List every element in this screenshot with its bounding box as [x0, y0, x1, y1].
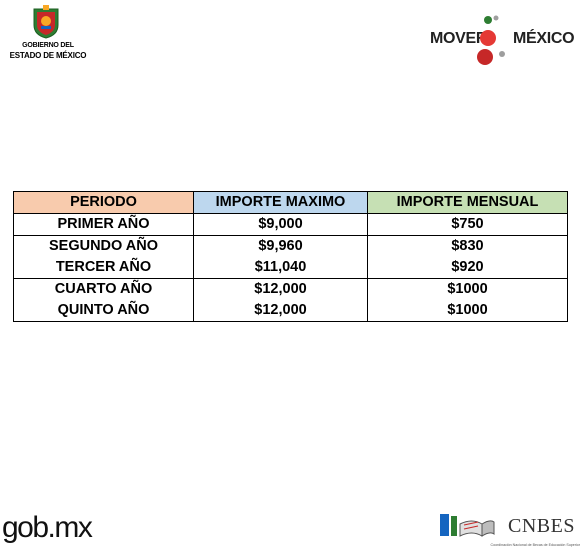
edomex-logo-line1: GOBIERNO DEL	[22, 42, 74, 49]
open-book-icon	[440, 514, 495, 537]
header-periodo: PERIODO	[13, 191, 194, 214]
table-row: TERCER AÑO $11,040 $920	[13, 257, 568, 279]
cell-importe-mensual: $920	[367, 257, 568, 279]
cell-periodo: CUARTO AÑO	[13, 278, 194, 300]
edomex-logo: GOBIERNO DEL ESTADO DE MÉXICO	[0, 0, 96, 72]
cnbes-subtitle: Coordinación Nacional de Becas de Educac…	[490, 543, 581, 547]
cell-importe-mensual: $830	[367, 235, 568, 257]
cell-importe-maximo: $11,040	[193, 257, 368, 279]
mover-mexico-logo: MOVER MÉXICO	[428, 14, 580, 76]
cell-importe-maximo: $9,960	[193, 235, 368, 257]
table-row: PRIMER AÑO $9,000 $750	[13, 213, 568, 236]
cnbes-wordmark: CNBES	[508, 515, 575, 537]
edomex-logo-line2: ESTADO DE MÉXICO	[9, 51, 87, 60]
cell-importe-maximo: $9,000	[193, 213, 368, 236]
table-row: QUINTO AÑO $12,000 $1000	[13, 300, 568, 322]
cell-importe-maximo: $12,000	[193, 300, 368, 322]
cell-periodo: QUINTO AÑO	[13, 300, 194, 322]
cell-importe-maximo: $12,000	[193, 278, 368, 300]
cell-periodo: SEGUNDO AÑO	[13, 235, 194, 257]
table-row: SEGUNDO AÑO $9,960 $830	[13, 235, 568, 257]
header-importe-mensual: IMPORTE MENSUAL	[367, 191, 568, 214]
header-importe-maximo: IMPORTE MAXIMO	[193, 191, 368, 214]
gob-mx-logo: gob.mx	[2, 511, 93, 544]
table-row: CUARTO AÑO $12,000 $1000	[13, 278, 568, 300]
mover-word: MOVER	[430, 30, 488, 47]
mexico-word: MÉXICO	[513, 30, 575, 47]
cell-periodo: PRIMER AÑO	[13, 213, 194, 236]
cell-importe-mensual: $1000	[367, 300, 568, 322]
cell-periodo: TERCER AÑO	[13, 257, 194, 279]
state-seal-icon	[33, 5, 59, 39]
mover-mexico-dots-icon	[477, 15, 505, 65]
cell-importe-mensual: $750	[367, 213, 568, 236]
cnbes-logo: CNBES Coordinación Nacional de Becas de …	[434, 510, 580, 552]
cell-importe-mensual: $1000	[367, 278, 568, 300]
amounts-table: PERIODO IMPORTE MAXIMO IMPORTE MENSUAL P…	[13, 191, 568, 322]
table-header-row: PERIODO IMPORTE MAXIMO IMPORTE MENSUAL	[13, 191, 568, 214]
